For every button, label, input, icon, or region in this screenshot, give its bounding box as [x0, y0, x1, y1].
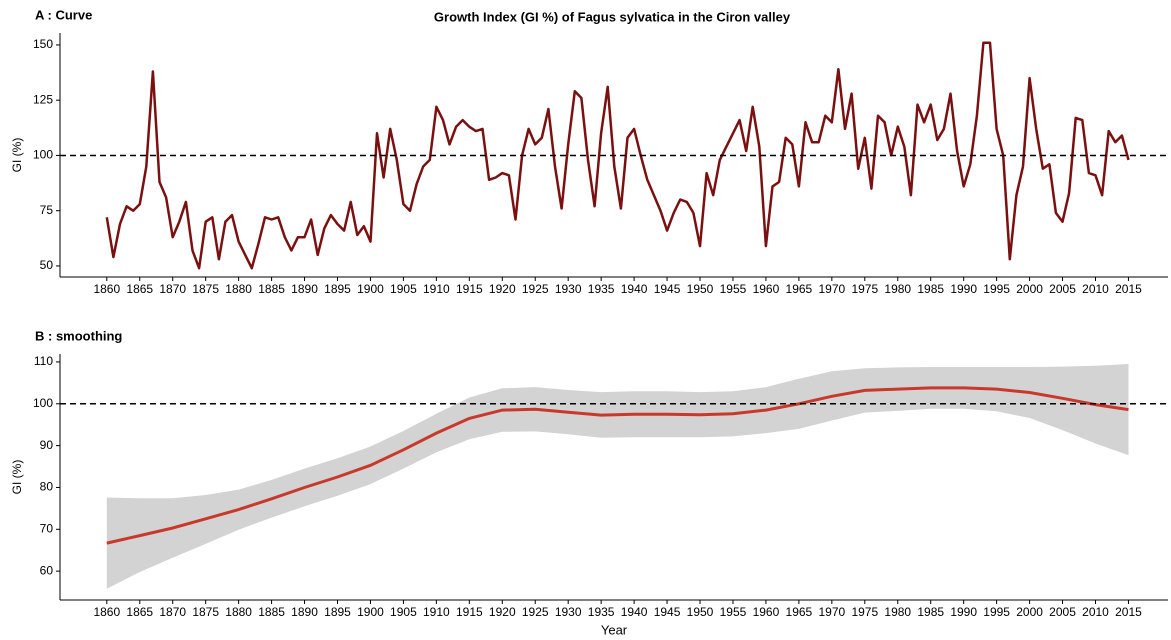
- x-tick-label: 1955: [720, 282, 747, 296]
- x-tick-label: 1900: [357, 282, 384, 296]
- x-tick-label: 1930: [555, 282, 582, 296]
- x-tick-label: 1960: [753, 282, 780, 296]
- y-tick-label: 70: [40, 521, 54, 535]
- x-tick-label: 1945: [654, 282, 681, 296]
- x-tick-label: 1875: [192, 605, 219, 619]
- x-tick-label: 1910: [423, 605, 450, 619]
- x-tick-label: 1965: [786, 282, 813, 296]
- y-tick-label: 90: [40, 438, 54, 452]
- x-tick-label: 1870: [159, 605, 186, 619]
- x-tick-label: 1985: [917, 605, 944, 619]
- x-tick-label: 1995: [983, 282, 1010, 296]
- x-tick-label: 1935: [588, 605, 615, 619]
- x-tick-label: 2005: [1049, 605, 1076, 619]
- x-tick-label: 2010: [1082, 605, 1109, 619]
- x-tick-label: 1920: [489, 605, 516, 619]
- data-line: [105, 41, 1130, 270]
- x-tick-label: 1900: [357, 605, 384, 619]
- x-tick-label: 1975: [851, 605, 878, 619]
- x-tick-label: 1960: [753, 605, 780, 619]
- x-tick-label: 1955: [720, 605, 747, 619]
- y-tick-label: 60: [40, 563, 54, 577]
- x-tick-label: 1870: [159, 282, 186, 296]
- y-tick-label: 110: [34, 354, 53, 368]
- x-tick-label: 1925: [522, 605, 549, 619]
- y-tick-label: 100: [33, 396, 53, 410]
- x-tick-label: 2005: [1049, 282, 1076, 296]
- x-tick-label: 1925: [522, 282, 549, 296]
- x-tick-label: 1995: [983, 605, 1010, 619]
- x-tick-label: 1935: [588, 282, 615, 296]
- x-tick-label: 1860: [93, 605, 120, 619]
- y-axis-label: GI (%): [10, 138, 24, 173]
- x-tick-label: 1970: [818, 605, 845, 619]
- y-tick-label: 75: [40, 203, 54, 217]
- smooth-line: [106, 386, 1129, 545]
- y-tick-label: 80: [40, 480, 54, 494]
- x-tick-label: 1880: [225, 605, 252, 619]
- y-tick-label: 150: [33, 37, 53, 51]
- y-tick-label: 125: [33, 92, 53, 106]
- x-tick-label: 1890: [291, 605, 318, 619]
- chart-title: Growth Index (GI %) of Fagus sylvatica i…: [434, 9, 791, 24]
- y-tick-label: 100: [33, 148, 53, 162]
- x-tick-label: 1905: [390, 605, 417, 619]
- x-tick-label: 1910: [423, 282, 450, 296]
- x-tick-label: 2000: [1016, 605, 1043, 619]
- x-tick-label: 1880: [225, 282, 252, 296]
- x-tick-label: 1885: [258, 605, 285, 619]
- x-tick-label: 1975: [851, 282, 878, 296]
- panel-label: B : smoothing: [35, 328, 122, 343]
- x-axis-label: Year: [601, 622, 628, 637]
- x-tick-label: 1950: [687, 282, 714, 296]
- x-tick-label: 1905: [390, 282, 417, 296]
- x-tick-label: 2000: [1016, 282, 1043, 296]
- x-tick-label: 1895: [324, 282, 351, 296]
- x-tick-label: 1950: [687, 605, 714, 619]
- x-tick-label: 1895: [324, 605, 351, 619]
- x-tick-label: 1915: [456, 605, 483, 619]
- x-tick-label: 1980: [884, 282, 911, 296]
- x-tick-label: 1875: [192, 282, 219, 296]
- panel-label: A : Curve: [35, 7, 92, 22]
- x-tick-label: 1940: [621, 282, 648, 296]
- x-tick-label: 2015: [1115, 605, 1142, 619]
- x-tick-label: 1930: [555, 605, 582, 619]
- x-tick-label: 1945: [654, 605, 681, 619]
- x-tick-label: 1985: [917, 282, 944, 296]
- x-tick-label: 1965: [786, 605, 813, 619]
- x-tick-label: 2015: [1115, 282, 1142, 296]
- x-tick-label: 1860: [93, 282, 120, 296]
- y-axis-label: GI (%): [10, 460, 24, 495]
- x-tick-label: 1990: [950, 282, 977, 296]
- x-tick-label: 1885: [258, 282, 285, 296]
- x-tick-label: 1990: [950, 605, 977, 619]
- y-tick-label: 50: [40, 258, 54, 272]
- x-tick-label: 1915: [456, 282, 483, 296]
- x-tick-label: 1890: [291, 282, 318, 296]
- confidence-band: [106, 364, 1129, 589]
- x-tick-label: 1980: [884, 605, 911, 619]
- x-tick-label: 2010: [1082, 282, 1109, 296]
- x-tick-label: 1920: [489, 282, 516, 296]
- x-tick-label: 1940: [621, 605, 648, 619]
- x-tick-label: 1865: [126, 282, 153, 296]
- x-tick-label: 1970: [818, 282, 845, 296]
- x-tick-label: 1865: [126, 605, 153, 619]
